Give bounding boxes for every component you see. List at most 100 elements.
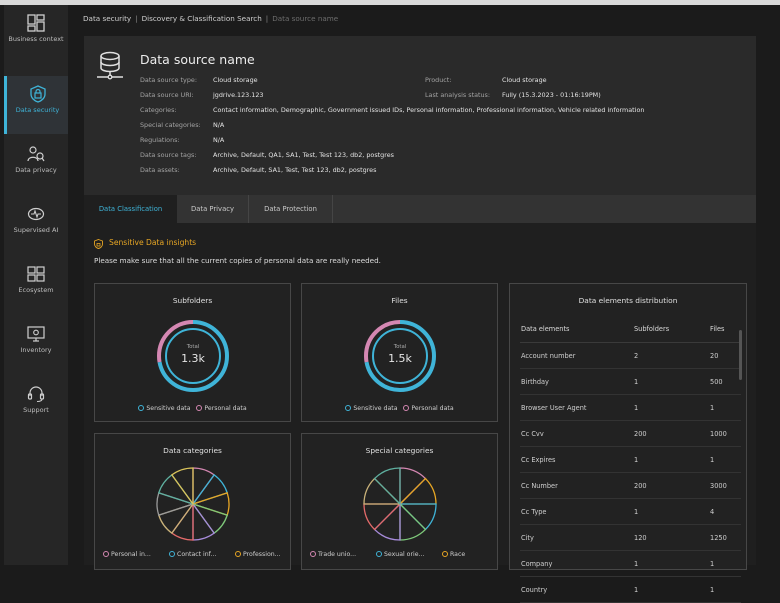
main-area: Data security | Discovery & Classification… (68, 5, 780, 603)
table-row[interactable]: Cc Type 1 4 (520, 498, 741, 525)
legend-dot (403, 405, 410, 411)
pie-slice[interactable] (363, 477, 402, 505)
legend-label: Personal in... (111, 551, 151, 558)
table-row[interactable]: Company 1 1 (520, 550, 741, 577)
table-row[interactable]: Account number 2 20 (520, 342, 741, 369)
distribution-table: Data elements Subfolders Files Account n… (520, 316, 741, 603)
legend-dot (310, 551, 316, 557)
table-cell: 1 (633, 368, 709, 395)
meta-key: Data assets: (140, 166, 180, 174)
donut-sensitive-arc (157, 320, 229, 392)
breadcrumb-item[interactable]: Discovery & Classification Search (141, 14, 262, 23)
table-cell: 1 (633, 394, 709, 421)
data-privacy-icon (27, 146, 45, 162)
table-row[interactable]: Cc Cvv 200 1000 (520, 420, 741, 447)
tab-data-privacy[interactable]: Data Privacy (177, 195, 249, 223)
pie-slice[interactable] (363, 503, 402, 531)
pie-slice[interactable] (373, 467, 401, 506)
breadcrumb: Data security | Discovery & Classification… (83, 14, 338, 23)
pie-legend: Personal in... Contact inf... Profession..… (103, 551, 291, 560)
breadcrumb-item[interactable]: Data security (83, 14, 132, 23)
legend-label: Sexual orie... (384, 551, 425, 558)
sidebar-item-label: Supervised AI (13, 226, 59, 234)
table-cell: 120 (633, 524, 709, 551)
pie-slice[interactable] (398, 503, 437, 531)
table-cell: 20 (709, 342, 741, 369)
legend-dot (138, 405, 145, 411)
table-cell: 200 (633, 420, 709, 447)
legend-label: Race (450, 551, 466, 558)
table-cell: 1250 (709, 524, 741, 551)
meta-key: Regulations: (140, 136, 180, 144)
table-cell: 1 (633, 498, 709, 525)
pie-slice[interactable] (191, 473, 229, 506)
sidebar-item-label: Support (23, 406, 49, 414)
legend-dot (196, 405, 203, 411)
donut-total-label: Total (186, 344, 200, 350)
sidebar-item-support[interactable]: Support (4, 376, 68, 434)
column-header[interactable]: Data elements (520, 316, 633, 343)
card-title: Data elements distribution (578, 296, 678, 305)
sidebar-item-supervised-ai[interactable]: Supervised AI (4, 196, 68, 254)
table-row[interactable]: Cc Number 200 3000 (520, 472, 741, 499)
data-categories-pie (156, 467, 230, 541)
sidebar-item-business-context[interactable]: Business context (4, 5, 68, 63)
pie-slice[interactable] (191, 502, 229, 535)
breadcrumb-separator: | (135, 14, 138, 23)
insights-notice: Please make sure that all the current co… (94, 256, 381, 265)
table-row[interactable]: City 120 1250 (520, 524, 741, 551)
table-cell: Browser User Agent (520, 394, 633, 421)
meta-value: N/A (213, 136, 225, 144)
brain-icon (27, 207, 45, 221)
table-cell: Account number (520, 342, 633, 369)
meta-key: Data source type: (140, 76, 197, 84)
legend-dot (442, 551, 448, 557)
table-row[interactable]: Country 1 1 (520, 576, 741, 603)
meta-key: Data source tags: (140, 151, 197, 159)
donut-total-value: 1.5k (388, 352, 412, 365)
subfolders-card: Subfolders Total 1.3k Sensitive data Per… (94, 283, 291, 422)
legend-dot (376, 551, 382, 557)
table-row[interactable]: Cc Expires 1 1 (520, 446, 741, 473)
legend-dot (169, 551, 175, 557)
table-cell: 4 (709, 498, 741, 525)
pie-slice[interactable] (398, 477, 437, 505)
card-title: Subfolders (172, 296, 213, 305)
pie-slice[interactable] (157, 473, 195, 506)
table-row[interactable]: Browser User Agent 1 1 (520, 394, 741, 421)
meta-value: Fully (15.3.2023 - 01:16:19PM) (502, 91, 601, 99)
table-cell: Country (520, 576, 633, 603)
column-header[interactable]: Subfolders (633, 316, 709, 343)
meta-value: Archive, Default, SA1, Test, Test 123, d… (213, 166, 377, 174)
sidebar: Business context Data security Data priv… (4, 5, 68, 565)
pie-slice[interactable] (157, 502, 195, 535)
tab-data-protection[interactable]: Data Protection (249, 195, 333, 223)
meta-value: Cloud storage (213, 76, 258, 84)
breadcrumb-current: Data source name (272, 14, 339, 23)
tab-data-classification[interactable]: Data Classification (84, 195, 177, 224)
table-scrollbar[interactable] (739, 330, 742, 380)
legend-label: Sensitive data (146, 405, 191, 412)
pie-slice[interactable] (399, 502, 427, 541)
shield-lock-icon (94, 239, 103, 249)
meta-value: Cloud storage (502, 76, 547, 84)
legend-label: Contact inf... (177, 551, 217, 558)
table-cell: 3000 (709, 472, 741, 499)
table-cell: Company (520, 550, 633, 577)
table-cell: Cc Expires (520, 446, 633, 473)
table-header-row: Data elements Subfolders Files (520, 316, 741, 343)
files-donut (364, 320, 436, 392)
sidebar-item-data-security[interactable]: Data security (4, 76, 68, 134)
pie-slice[interactable] (399, 467, 427, 506)
table-cell: Birthday (520, 368, 633, 395)
pie-slice[interactable] (170, 467, 194, 507)
table-row[interactable]: Birthday 1 500 (520, 368, 741, 395)
sidebar-item-ecosystem[interactable]: Ecosystem (4, 256, 68, 314)
pie-slice[interactable] (373, 502, 401, 541)
breadcrumb-separator: | (265, 14, 269, 23)
column-header[interactable]: Files (709, 316, 741, 343)
table-cell: 1 (709, 394, 741, 421)
sidebar-item-data-privacy[interactable]: Data privacy (4, 136, 68, 194)
sidebar-item-inventory[interactable]: Inventory (4, 316, 68, 374)
meta-key: Product: (425, 76, 452, 84)
